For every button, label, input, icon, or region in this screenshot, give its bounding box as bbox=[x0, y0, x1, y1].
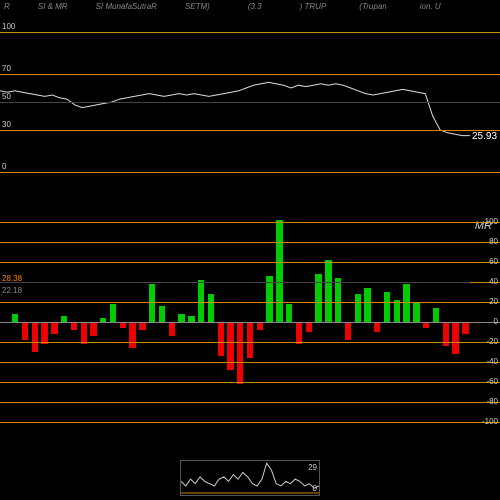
gridline bbox=[0, 382, 500, 383]
y-axis-label: 0 bbox=[494, 317, 498, 326]
y-axis-label: -40 bbox=[486, 357, 498, 366]
gridline bbox=[0, 222, 500, 223]
bar bbox=[296, 322, 302, 344]
bar bbox=[276, 220, 282, 322]
bar bbox=[149, 284, 155, 322]
bar bbox=[208, 294, 214, 322]
mr-bar-chart: -100-80-60-40-2002040608010028.3822.18 bbox=[0, 222, 500, 422]
bar bbox=[257, 322, 263, 330]
hdr-6: (Trupan bbox=[359, 2, 386, 12]
bar bbox=[178, 314, 184, 322]
mini-line bbox=[181, 461, 319, 495]
bar bbox=[355, 294, 361, 322]
bar bbox=[452, 322, 458, 354]
y-axis-label: -100 bbox=[482, 417, 498, 426]
bar bbox=[286, 304, 292, 322]
si-line-chart: 25.93 0305070100 bbox=[0, 32, 500, 172]
bar bbox=[237, 322, 243, 384]
accent-line bbox=[0, 282, 470, 283]
mini-top-label: 29 bbox=[308, 463, 317, 472]
hdr-0: R bbox=[4, 2, 10, 12]
hdr-5: ) TRUP bbox=[300, 2, 327, 12]
bar bbox=[90, 322, 96, 336]
bar bbox=[345, 322, 351, 340]
gridline bbox=[0, 402, 500, 403]
bar bbox=[110, 304, 116, 322]
hdr-2: SI MunafaSutraR bbox=[96, 2, 157, 12]
y-axis-label: 70 bbox=[2, 64, 11, 73]
bar bbox=[159, 306, 165, 322]
gridline bbox=[0, 74, 500, 75]
bar bbox=[169, 322, 175, 336]
bar bbox=[462, 322, 468, 334]
left-value-2: 22.18 bbox=[2, 286, 22, 295]
y-axis-label: 60 bbox=[489, 257, 498, 266]
gridline bbox=[0, 102, 500, 103]
gridline bbox=[0, 322, 500, 323]
y-axis-label: -20 bbox=[486, 337, 498, 346]
hdr-1: SI & MR bbox=[38, 2, 68, 12]
bar bbox=[12, 314, 18, 322]
mini-bot-label: 0 bbox=[313, 484, 317, 493]
chart-header: R SI & MR SI MunafaSutraR SETM) (3.3 ) T… bbox=[0, 0, 500, 14]
gridline bbox=[0, 342, 500, 343]
y-axis-label: 0 bbox=[2, 162, 6, 171]
bar bbox=[306, 322, 312, 332]
y-axis-label: 100 bbox=[2, 22, 15, 31]
bar bbox=[139, 322, 145, 330]
gridline bbox=[0, 302, 500, 303]
bar bbox=[22, 322, 28, 340]
gridline bbox=[0, 32, 500, 33]
bar bbox=[81, 322, 87, 344]
bar bbox=[71, 322, 77, 330]
bar bbox=[335, 278, 341, 322]
mini-summary-chart: 29 0 bbox=[180, 460, 320, 496]
y-axis-label: -80 bbox=[486, 397, 498, 406]
bar bbox=[51, 322, 57, 334]
y-axis-label: 40 bbox=[489, 277, 498, 286]
gridline bbox=[0, 172, 500, 173]
bar bbox=[325, 260, 331, 322]
gridline bbox=[0, 362, 500, 363]
bar bbox=[218, 322, 224, 356]
y-axis-label: 100 bbox=[485, 217, 498, 226]
bar bbox=[413, 302, 419, 322]
bar bbox=[364, 288, 370, 322]
bar bbox=[384, 292, 390, 322]
bar bbox=[394, 300, 400, 322]
current-value-label: 25.93 bbox=[472, 131, 497, 142]
hdr-3: SETM) bbox=[185, 2, 210, 12]
gridline bbox=[0, 422, 500, 423]
gridline bbox=[0, 130, 500, 131]
hdr-7: ion. U bbox=[420, 2, 441, 12]
gridline bbox=[0, 242, 500, 243]
bar bbox=[433, 308, 439, 322]
y-axis-label: 80 bbox=[489, 237, 498, 246]
hdr-4: (3.3 bbox=[248, 2, 262, 12]
bar bbox=[374, 322, 380, 332]
bar bbox=[403, 284, 409, 322]
bar bbox=[247, 322, 253, 358]
y-axis-label: 50 bbox=[2, 92, 11, 101]
y-axis-label: 30 bbox=[2, 120, 11, 129]
y-axis-label: 20 bbox=[489, 297, 498, 306]
bar bbox=[198, 280, 204, 322]
gridline bbox=[0, 262, 500, 263]
bar bbox=[41, 322, 47, 344]
bar bbox=[32, 322, 38, 352]
bar bbox=[129, 322, 135, 348]
y-axis-label: -60 bbox=[486, 377, 498, 386]
